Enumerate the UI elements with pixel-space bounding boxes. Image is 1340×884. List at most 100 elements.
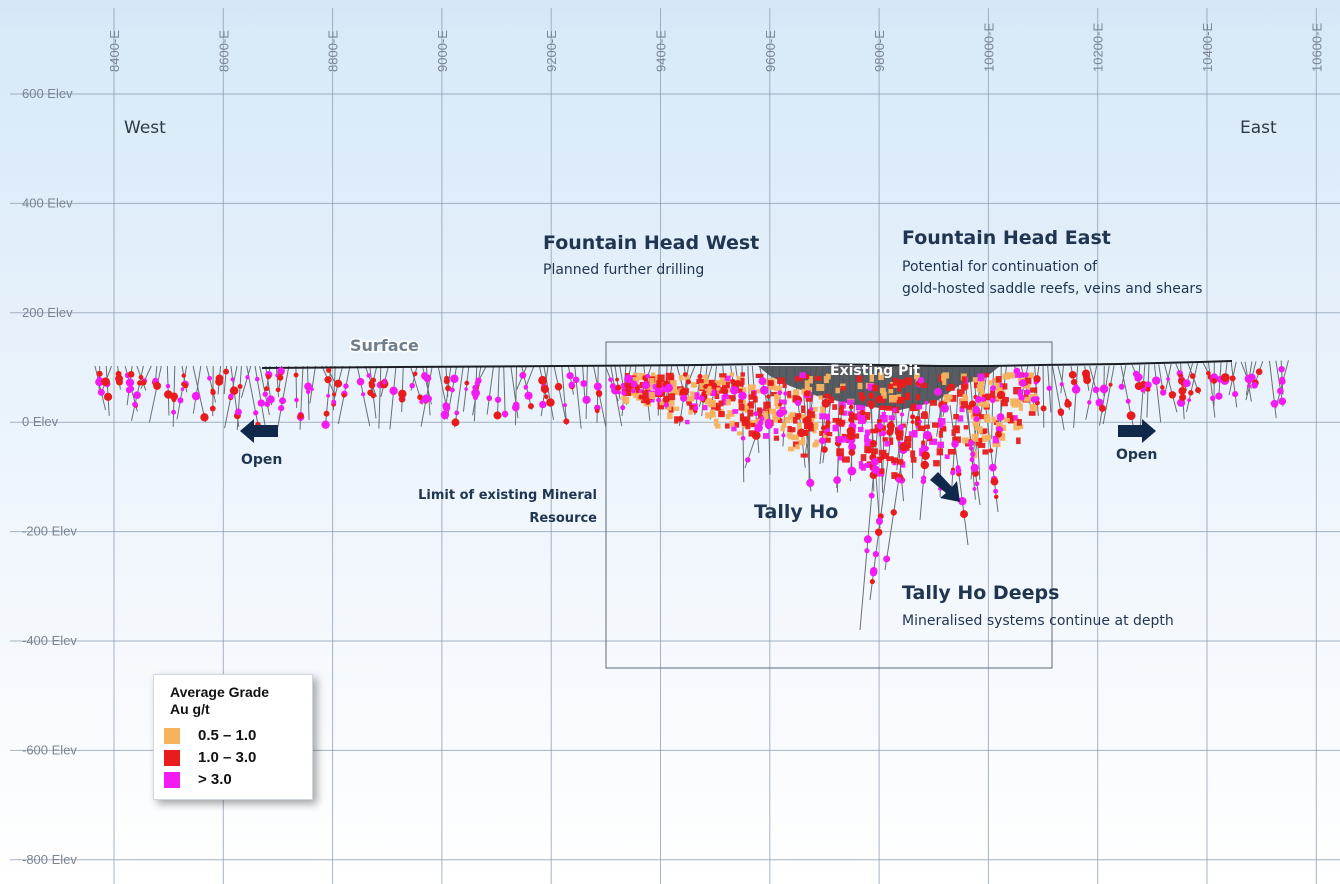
grade-block [715,405,721,411]
grade-block [777,418,783,423]
intercept-dot [209,405,216,412]
grade-block [981,435,988,443]
grade-block [739,387,747,393]
intercept-dot [1059,382,1064,387]
intercept-dot [115,370,122,377]
grade-block [657,402,665,410]
intercept-dot [617,390,621,395]
grade-block [932,422,939,428]
intercept-dot [940,404,950,413]
grade-block [679,374,684,381]
grade-block [961,376,967,383]
grade-block [800,436,806,443]
drill-hole [1060,365,1064,394]
grade-block [795,444,800,450]
intercept-dot [472,384,478,391]
grade-block [1002,396,1009,403]
grade-block [947,448,956,455]
depth-arrow-icon [930,472,960,502]
grade-block [857,382,863,390]
drill-hole [240,365,252,399]
intercept-dot [1098,404,1106,412]
grade-block [707,388,714,393]
intercept-dot [304,382,312,391]
grade-block [898,383,906,388]
intercept-dot [1211,377,1218,384]
grade-block [888,437,894,445]
grade-block [747,409,754,417]
grade-block [688,409,693,415]
grade-block [774,398,780,406]
grade-block [784,416,790,424]
intercept-dot [440,410,450,420]
grade-block [709,409,715,414]
grade-block [781,422,787,428]
intercept-dot [872,550,880,558]
grade-block [895,433,902,440]
grade-block [763,401,771,409]
grade-block [832,417,839,423]
intercept-dot [969,457,975,463]
grade-block [871,448,878,455]
intercept-dot [519,371,527,379]
grade-block [856,411,862,420]
intercept-dot [821,398,831,408]
intercept-dot [323,410,330,417]
grade-block [1029,387,1038,393]
grade-block [814,376,822,381]
intercept-dot [744,457,751,463]
surface-line [261,360,1233,369]
grade-block [748,384,756,392]
grade-block [702,404,708,411]
grade-block [667,412,673,420]
grade-block [748,419,756,426]
grade-block [904,440,912,448]
grade-block [857,426,864,433]
grade-block [996,386,1004,394]
grade-block [870,428,876,434]
grade-block [952,436,957,442]
intercept-dot [305,389,311,395]
intercept-dot [445,385,452,392]
intercept-dot [899,442,908,452]
easting-tick-label: 10600-E [1309,23,1324,72]
intercept-dot [996,390,1006,400]
intercept-dot [980,396,986,402]
grade-block [915,404,923,410]
intercept-dot [934,387,943,396]
grade-block [725,423,730,429]
intercept-dot [370,377,377,383]
grade-block [642,390,649,398]
intercept-dot [398,389,407,399]
grade-block [650,395,655,403]
intercept-dot [914,415,921,422]
grade-block [972,377,978,383]
intercept-dot [1159,389,1167,396]
grade-block [966,404,972,410]
intercept-dot [914,421,920,427]
grade-block [813,422,819,430]
grade-block [860,454,867,461]
intercept-dot [421,394,431,403]
intercept-dot [955,467,962,474]
intercept-dot [874,528,883,537]
intercept-dot [228,393,234,399]
intercept-dot [257,399,265,407]
grade-block [719,377,726,384]
grade-block [840,386,847,391]
intercept-dot [1168,391,1177,399]
grade-block [1016,419,1022,426]
intercept-dot [1033,375,1041,383]
grade-block [823,393,831,399]
drill-hole [684,365,696,392]
grade-block [920,382,928,389]
intercept-dot [666,388,671,393]
intercept-dot [620,382,626,388]
grade-block [842,410,847,416]
intercept-dot [234,408,242,416]
grade-block [995,384,1000,392]
intercept-dot [594,408,600,414]
intercept-dot [1018,379,1027,387]
tally-ho-deeps-title: Tally Ho Deeps [902,582,1059,604]
grade-block [915,394,920,401]
